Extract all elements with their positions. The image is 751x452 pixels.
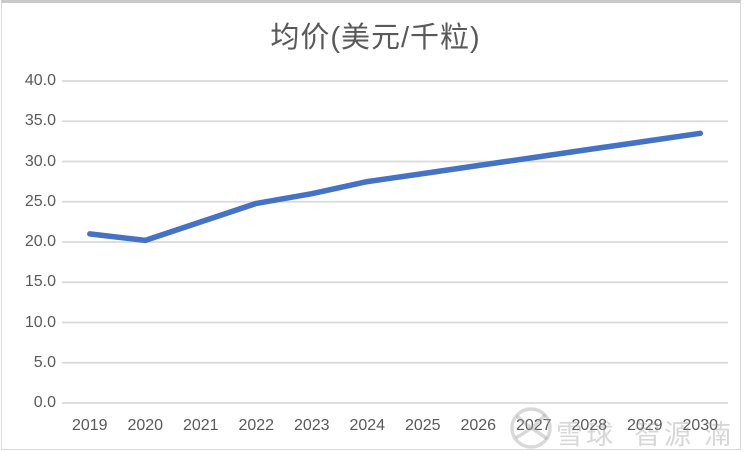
x-tick-label: 2030 bbox=[682, 417, 719, 434]
y-tick-label: 25.0 bbox=[24, 192, 56, 210]
x-tick-label: 2028 bbox=[571, 417, 608, 434]
x-tick-label: 2022 bbox=[238, 417, 275, 434]
x-tick-label: 2027 bbox=[515, 417, 552, 434]
x-tick-label: 2029 bbox=[626, 417, 663, 434]
x-tick-label: 2021 bbox=[182, 417, 219, 434]
y-tick-label: 5.0 bbox=[33, 353, 56, 371]
y-tick-label: 0.0 bbox=[33, 394, 56, 411]
y-tick-label: 10.0 bbox=[24, 313, 56, 331]
gridlines bbox=[62, 80, 728, 404]
x-tick-label: 2019 bbox=[71, 417, 108, 434]
x-tick-label: 2026 bbox=[460, 417, 497, 434]
y-tick-label: 35.0 bbox=[24, 112, 56, 130]
chart-title: 均价(美元/千粒) bbox=[270, 22, 481, 54]
x-tick-label: 2023 bbox=[293, 417, 330, 434]
x-tick-label: 2024 bbox=[349, 417, 386, 434]
y-tick-label: 15.0 bbox=[24, 273, 56, 291]
x-tick-label: 2025 bbox=[404, 417, 441, 434]
y-tick-label: 20.0 bbox=[24, 233, 56, 250]
x-tick-label: 2020 bbox=[127, 417, 164, 434]
series-polyline bbox=[87, 130, 704, 244]
y-tick-label: 40.0 bbox=[24, 72, 56, 89]
y-tick-label: 30.0 bbox=[24, 152, 56, 170]
series-line bbox=[87, 130, 704, 244]
